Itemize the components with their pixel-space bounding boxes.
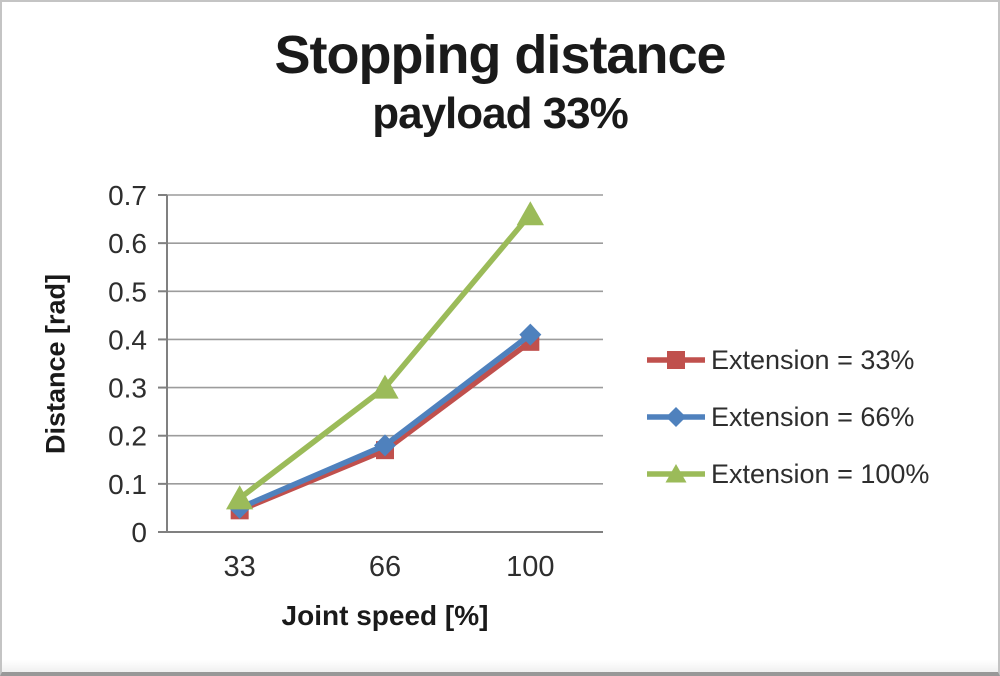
legend-swatch-square-icon bbox=[647, 351, 705, 369]
legend-item: Extension = 100% bbox=[645, 452, 929, 496]
legend-label: Extension = 66% bbox=[711, 401, 915, 432]
series-line bbox=[236, 331, 534, 511]
y-tick-label: 0.3 bbox=[108, 373, 147, 404]
legend-item: Extension = 66% bbox=[645, 395, 929, 439]
chart-subtitle: payload 33% bbox=[372, 89, 629, 138]
y-tick-label: 0.7 bbox=[108, 180, 147, 211]
y-tick-label: 0.5 bbox=[108, 276, 147, 307]
y-tick-label: 0.1 bbox=[108, 469, 147, 500]
chart-title: Stopping distance bbox=[274, 25, 726, 85]
x-tick-label: 33 bbox=[224, 551, 256, 583]
legend: Extension = 33% Extension = 66% Extension … bbox=[645, 338, 929, 509]
data-point-marker bbox=[516, 201, 544, 226]
legend-marker bbox=[667, 351, 685, 369]
data-point-marker bbox=[519, 323, 542, 346]
legend-label: Extension = 33% bbox=[711, 344, 915, 375]
legend-marker bbox=[665, 464, 687, 483]
data-point-marker bbox=[374, 434, 396, 457]
x-tick-label: 66 bbox=[369, 551, 401, 583]
y-tick-label: 0 bbox=[131, 517, 147, 548]
legend-item: Extension = 33% bbox=[645, 338, 929, 382]
legend-label: Extension = 100% bbox=[711, 458, 930, 489]
y-tick-label: 0.6 bbox=[108, 228, 147, 259]
y-tick-label: 0.2 bbox=[108, 421, 147, 452]
legend-swatch-triangle-icon bbox=[647, 464, 705, 483]
legend-swatch-diamond-icon bbox=[647, 407, 705, 427]
y-tick-label: 0.4 bbox=[108, 324, 147, 355]
x-axis-title: Joint speed [%] bbox=[281, 600, 489, 631]
data-point-marker bbox=[371, 374, 399, 399]
data-point-marker bbox=[226, 485, 254, 510]
x-tick-label: 100 bbox=[506, 551, 554, 583]
y-axis-title: Distance [rad] bbox=[40, 273, 71, 455]
legend-marker bbox=[666, 407, 686, 427]
